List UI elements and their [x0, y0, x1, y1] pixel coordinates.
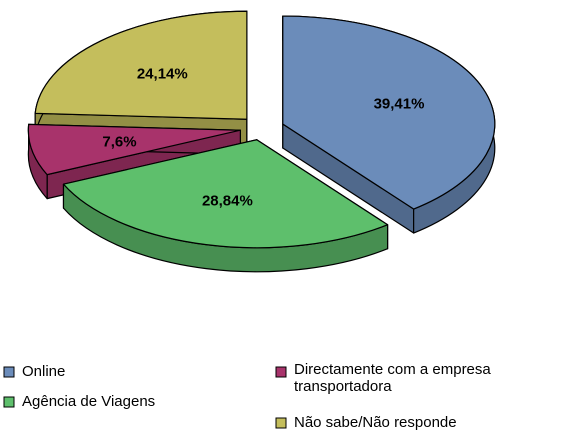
legend-label: Não sabe/Não responde: [294, 414, 457, 431]
data-label: 24,14%: [137, 66, 188, 83]
legend-swatch: [275, 366, 287, 378]
slice-top: [27, 123, 241, 176]
data-label: 39,41%: [374, 96, 425, 113]
legend-swatch: [3, 366, 15, 378]
legend-label: Agência de Viagens: [22, 393, 155, 410]
legend-label: Directamente com a empresa transportadora: [294, 361, 491, 395]
slice-top: [34, 10, 248, 120]
legend-label: Online: [22, 363, 65, 380]
legend-swatch: [275, 417, 287, 429]
legend-item: Online: [3, 363, 65, 380]
legend-item: Agência de Viagens: [3, 393, 155, 410]
pie-slice: [282, 15, 496, 234]
slice-top: [62, 139, 389, 249]
legend-item: Directamente com a empresa transportadora: [275, 361, 491, 395]
pie-slice: [62, 139, 389, 273]
legend-swatch: [3, 396, 15, 408]
data-label: 7,6%: [102, 134, 136, 151]
slice-top: [282, 15, 496, 210]
legend-item: Não sabe/Não responde: [275, 414, 457, 431]
data-label: 28,84%: [202, 193, 253, 210]
